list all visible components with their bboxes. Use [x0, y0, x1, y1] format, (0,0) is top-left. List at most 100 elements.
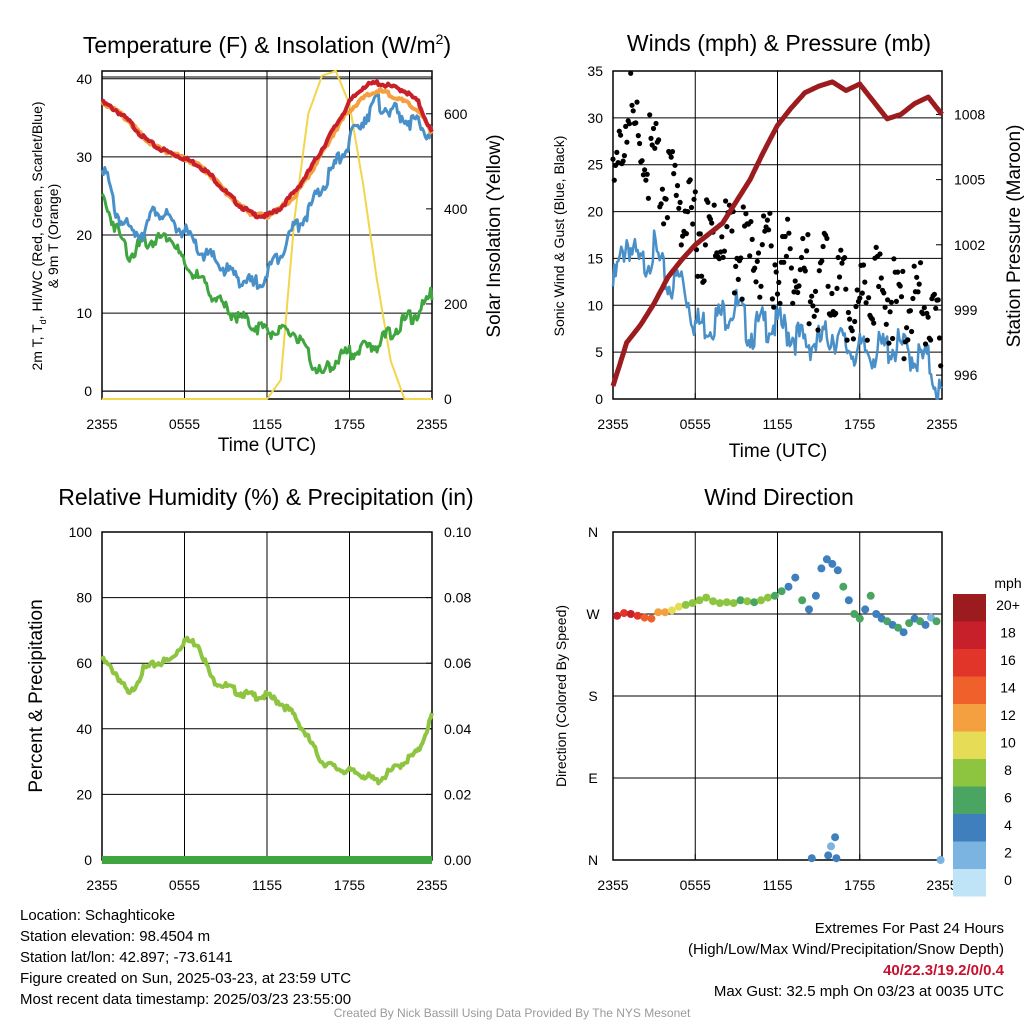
temperature-ylabel-left: 2m T, Td, HI/WC (Red, Green, Scarlet/Blu… — [29, 101, 48, 370]
gust-point — [749, 236, 755, 242]
gust-point — [754, 258, 760, 264]
gust-point — [787, 246, 793, 252]
gust-point — [790, 300, 796, 306]
y-tick-label: 15 — [587, 250, 603, 266]
gust-point — [800, 235, 806, 242]
colorbar-swatch — [953, 869, 986, 897]
x-tick-label: 0555 — [680, 877, 711, 893]
y-tick-label: 80 — [76, 590, 92, 606]
gust-point — [890, 335, 896, 342]
gust-point — [764, 217, 771, 223]
gust-point — [658, 201, 664, 207]
y-tick-label: S — [588, 688, 597, 704]
gust-point — [731, 290, 738, 296]
x-tick-label: 2355 — [416, 877, 447, 893]
gust-point — [876, 283, 882, 290]
gust-point — [882, 304, 888, 310]
gust-point — [915, 289, 921, 295]
direction-point — [633, 611, 642, 620]
wind-panel: Winds (mph) & Pressure (mb) Time (UTC) S… — [551, 30, 1024, 462]
direction-point — [844, 596, 853, 605]
y-tick-label: 20 — [587, 204, 603, 220]
gust-point — [809, 293, 815, 299]
series-line-2 — [610, 79, 944, 387]
gust-point — [783, 253, 790, 259]
x-tick-label: 2355 — [926, 877, 957, 893]
gust-point — [802, 268, 808, 274]
gust-point — [898, 294, 905, 300]
gust-point — [847, 316, 853, 322]
gust-point — [661, 221, 667, 227]
gust-point — [836, 274, 843, 280]
y-right-tick-label: 600 — [444, 106, 468, 122]
y-right-tick-label: 200 — [444, 296, 468, 312]
gust-point — [671, 171, 677, 177]
colorbar-swatch — [953, 759, 986, 787]
gust-point — [909, 328, 915, 335]
gust-point — [680, 233, 686, 239]
gust-point — [738, 255, 744, 261]
y-tick-label: 0 — [595, 391, 603, 407]
y-tick-label: 0 — [84, 852, 92, 868]
gust-point — [853, 303, 859, 310]
elevation-text: Station elevation: 98.4504 m — [20, 928, 211, 945]
x-tick-label: 2355 — [416, 416, 447, 432]
direction-point — [681, 600, 690, 609]
gust-point — [811, 313, 817, 319]
gust-point — [701, 278, 707, 284]
x-tick-label: 2355 — [926, 416, 957, 432]
gust-point — [901, 356, 907, 362]
plot-frame — [612, 70, 943, 400]
gust-point — [788, 265, 795, 271]
gust-point — [806, 321, 812, 327]
gust-point — [659, 186, 666, 192]
gust-point — [810, 303, 816, 309]
gust-point — [614, 149, 620, 155]
gust-point — [820, 243, 826, 250]
max-gust-text: Max Gust: 32.5 mph On 03/23 at 0035 UTC — [713, 983, 1004, 1000]
series-line-4 — [102, 70, 432, 400]
y-right-tick-label: 0.06 — [444, 655, 471, 671]
gust-point — [709, 220, 715, 226]
gust-point — [642, 167, 648, 173]
colorbar-label: 12 — [1000, 707, 1016, 723]
direction-point — [831, 833, 840, 842]
colorbar-label: 2 — [1004, 845, 1012, 861]
gust-point — [792, 278, 798, 284]
wind-ylabel-right: Station Pressure (Maroon) — [1004, 125, 1024, 348]
gust-point — [777, 300, 783, 306]
x-tick-label: 2355 — [86, 877, 117, 893]
direction-point — [805, 605, 813, 614]
gust-point — [759, 242, 765, 248]
colorbar-label: 20+ — [996, 597, 1020, 613]
direction-point — [899, 628, 908, 637]
gust-point — [639, 158, 645, 164]
panel-2-axes — [612, 70, 943, 400]
gust-point — [672, 162, 678, 168]
direction-point — [822, 555, 831, 564]
direction-point — [866, 591, 875, 600]
gust-point — [933, 305, 939, 311]
gust-point — [739, 296, 745, 302]
gust-point — [747, 253, 753, 259]
gust-point — [812, 288, 819, 294]
gust-point — [688, 204, 695, 211]
gust-point — [647, 112, 653, 118]
direction-point — [736, 596, 745, 605]
x-tick-label: 1155 — [252, 416, 282, 432]
direction-point — [936, 856, 945, 864]
gust-point — [653, 120, 659, 127]
gust-point — [900, 268, 906, 274]
gust-point — [844, 337, 850, 343]
direction-point — [833, 566, 842, 575]
direction-point — [729, 599, 738, 608]
y-tick-label: 10 — [76, 305, 92, 321]
direction-point — [654, 608, 663, 617]
series-line-3 — [100, 192, 434, 375]
y-tick-label: 20 — [76, 786, 92, 802]
x-tick-label: 1155 — [762, 877, 792, 893]
colorbar-label: 6 — [1004, 790, 1012, 806]
gust-point — [920, 311, 926, 317]
colorbar-swatch — [953, 649, 986, 677]
